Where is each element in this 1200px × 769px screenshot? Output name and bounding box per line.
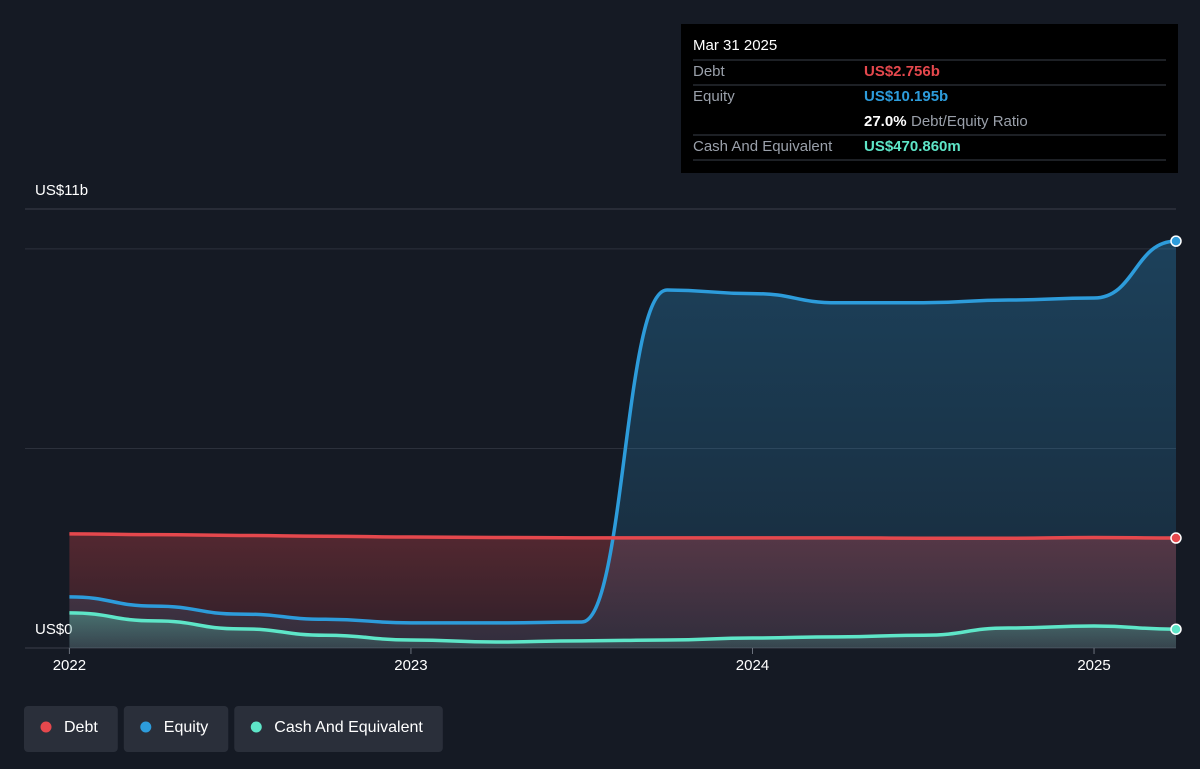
legend-swatch (140, 721, 152, 733)
x-tick-label: 2023 (394, 657, 427, 674)
tooltip: Mar 31 2025 Debt US$2.756b Equity US$10.… (681, 24, 1178, 173)
legend-item[interactable]: Cash And Equivalent (234, 706, 443, 752)
area (69, 612, 1176, 648)
tooltip-box (681, 24, 1178, 173)
x-tick-label: 2022 (53, 657, 86, 674)
y-tick-label: US$0 (35, 621, 73, 638)
legend-item[interactable]: Equity (123, 706, 229, 752)
legend-button[interactable] (24, 706, 118, 752)
end-dot (1170, 532, 1182, 544)
x-tick-label: 2024 (736, 657, 769, 674)
tooltip-date: Mar 31 2025 (693, 37, 777, 54)
legend-swatch (40, 721, 52, 733)
line (69, 532, 1177, 541)
end-dot (1170, 623, 1182, 635)
plot: US$0 US$11b 2022 2023 2024 2025 (25, 182, 1182, 674)
legend-item[interactable]: Debt (24, 706, 118, 752)
legend-button[interactable] (234, 706, 443, 752)
legend-label: Cash And Equivalent (274, 719, 423, 736)
legend-label: Debt (64, 719, 98, 736)
tooltip-label: Equity (693, 88, 735, 105)
tooltip-ratio-value: 27.0% (864, 113, 907, 130)
tooltip-value: US$2.756b (864, 63, 940, 80)
legend-label: Equity (164, 719, 208, 736)
tooltip-ratio-label: Debt/Equity Ratio (911, 113, 1028, 130)
y-tick-label: US$11b (35, 182, 88, 199)
line (69, 611, 1177, 644)
legend: Debt Equity Cash And Equivalent (24, 706, 443, 752)
x-tick-label: 2025 (1077, 657, 1110, 674)
line (69, 239, 1177, 625)
tooltip-value: US$10.195b (864, 88, 948, 105)
legend-swatch (250, 721, 262, 733)
legend-button[interactable] (123, 706, 229, 752)
tooltip-label: Cash And Equivalent (693, 138, 833, 155)
end-dot (1170, 235, 1182, 247)
tooltip-label: Debt (693, 63, 726, 80)
tooltip-value: US$470.860m (864, 138, 961, 155)
